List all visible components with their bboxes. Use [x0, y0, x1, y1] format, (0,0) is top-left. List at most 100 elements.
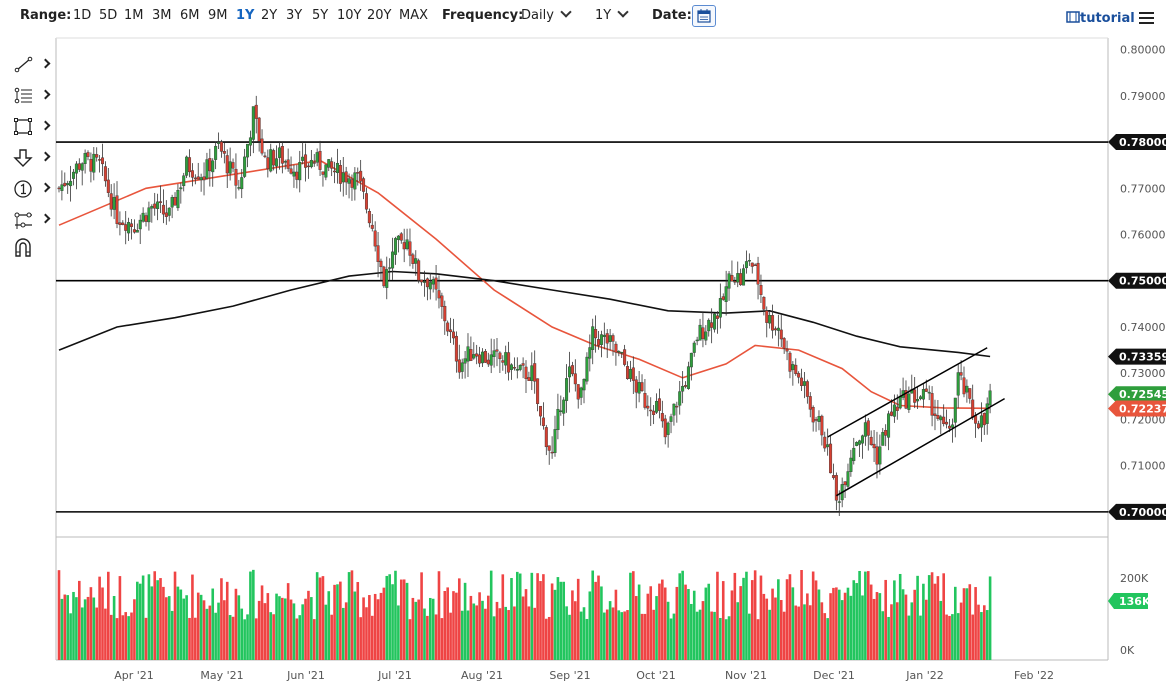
measure-tool[interactable] — [12, 209, 52, 231]
volume-bar — [600, 586, 603, 660]
bullish-candle — [205, 159, 209, 179]
frequency-dropdown[interactable]: Daily — [521, 6, 572, 23]
range-1d[interactable]: 1D — [73, 8, 92, 23]
volume-bar — [930, 572, 934, 660]
volume-bar — [968, 584, 972, 660]
volume-bar — [890, 604, 893, 660]
volume-bar — [228, 615, 232, 660]
volume-bar — [176, 586, 180, 660]
bullish-candle — [127, 222, 131, 234]
calendar-button[interactable] — [692, 5, 716, 27]
rectangle-tool[interactable] — [12, 116, 52, 138]
bearish-candle — [756, 262, 760, 285]
volume-bar — [420, 572, 423, 660]
volume-bar — [220, 578, 223, 660]
bullish-candle — [214, 145, 218, 160]
bearish-candle — [98, 159, 102, 161]
bearish-candle — [541, 417, 545, 427]
line-tool[interactable] — [12, 54, 52, 76]
level-badge — [1108, 348, 1166, 365]
volume-bar — [411, 597, 415, 660]
range-1y[interactable]: 1Y — [236, 8, 255, 23]
range-6m[interactable]: 6M — [180, 8, 200, 23]
bearish-candle — [866, 420, 870, 436]
volume-bar — [254, 618, 258, 660]
bearish-candle — [971, 399, 975, 418]
range-2y[interactable]: 2Y — [261, 8, 278, 23]
volume-bar — [858, 570, 861, 660]
menu-icon[interactable] — [1139, 12, 1154, 24]
bullish-candle — [556, 408, 560, 431]
bearish-candle — [814, 419, 818, 421]
range-5d[interactable]: 5D — [99, 8, 118, 23]
magnet-tool[interactable] — [12, 236, 52, 258]
volume-bar — [455, 592, 458, 660]
bearish-candle — [408, 241, 412, 256]
volume-bar — [820, 602, 824, 660]
range-3m[interactable]: 3M — [152, 8, 172, 23]
bullish-candle — [689, 352, 693, 368]
range-max[interactable]: MAX — [399, 8, 429, 23]
tutorial-link[interactable]: tutorial — [1066, 11, 1135, 26]
volume-bar — [104, 608, 107, 660]
range-1m[interactable]: 1M — [124, 8, 144, 23]
volume-bar — [298, 615, 302, 660]
bearish-candle — [115, 195, 119, 224]
bearish-candle — [231, 162, 235, 169]
volume-bar — [948, 615, 951, 660]
range-3y[interactable]: 3Y — [286, 8, 303, 23]
bearish-candle — [976, 423, 980, 429]
volume-bar — [362, 597, 365, 660]
bearish-candle — [605, 333, 609, 344]
bearish-candle — [446, 322, 450, 332]
bullish-candle — [846, 471, 850, 487]
volume-bar — [803, 604, 806, 660]
bearish-candle — [486, 359, 490, 365]
volume-bar — [138, 583, 142, 660]
volume-bar — [475, 605, 478, 660]
bearish-candle — [208, 158, 212, 172]
bearish-candle — [196, 176, 200, 180]
volume-bar — [330, 614, 333, 660]
bullish-candle — [852, 447, 856, 461]
bearish-candle — [962, 377, 966, 395]
bearish-candle — [370, 224, 374, 229]
volume-bar — [620, 612, 624, 660]
arrow-tool[interactable] — [12, 147, 52, 169]
range-20y[interactable]: 20Y — [367, 8, 392, 23]
volume-bar — [66, 595, 70, 660]
price-tick-label: 0.79000 — [1120, 90, 1166, 103]
range-9m[interactable]: 9M — [208, 8, 228, 23]
time-axis-label: Sep '21 — [549, 669, 590, 682]
bearish-candle — [101, 157, 105, 165]
trend-channel — [827, 347, 1005, 497]
range-10y[interactable]: 10Y — [337, 8, 362, 23]
bearish-candle — [884, 430, 888, 436]
bullish-candle — [315, 152, 319, 163]
volume-bar — [457, 578, 461, 660]
volume-bar — [771, 588, 774, 660]
volume-bar — [756, 619, 760, 660]
bullish-candle — [112, 197, 116, 210]
volume-bar — [463, 582, 467, 660]
range-5y[interactable]: 5Y — [312, 8, 329, 23]
volume-bar — [603, 612, 606, 660]
bullish-candle — [66, 183, 70, 186]
volume-bar — [481, 600, 484, 660]
period-dropdown[interactable]: 1Y — [595, 6, 629, 23]
fib-tool[interactable] — [12, 85, 52, 107]
bullish-candle — [562, 399, 566, 414]
bullish-candle — [83, 153, 87, 164]
volume-bar — [695, 611, 699, 660]
bullish-candle — [724, 286, 728, 302]
volume-bar — [199, 594, 203, 660]
bullish-candle — [878, 446, 882, 465]
volume-bar — [904, 594, 908, 660]
fib-tool-icon — [14, 87, 32, 104]
number-marker-tool[interactable] — [12, 178, 52, 200]
bullish-candle — [695, 339, 699, 342]
bearish-candle — [483, 351, 487, 363]
bearish-candle — [89, 158, 93, 172]
volume-bar — [185, 595, 188, 660]
